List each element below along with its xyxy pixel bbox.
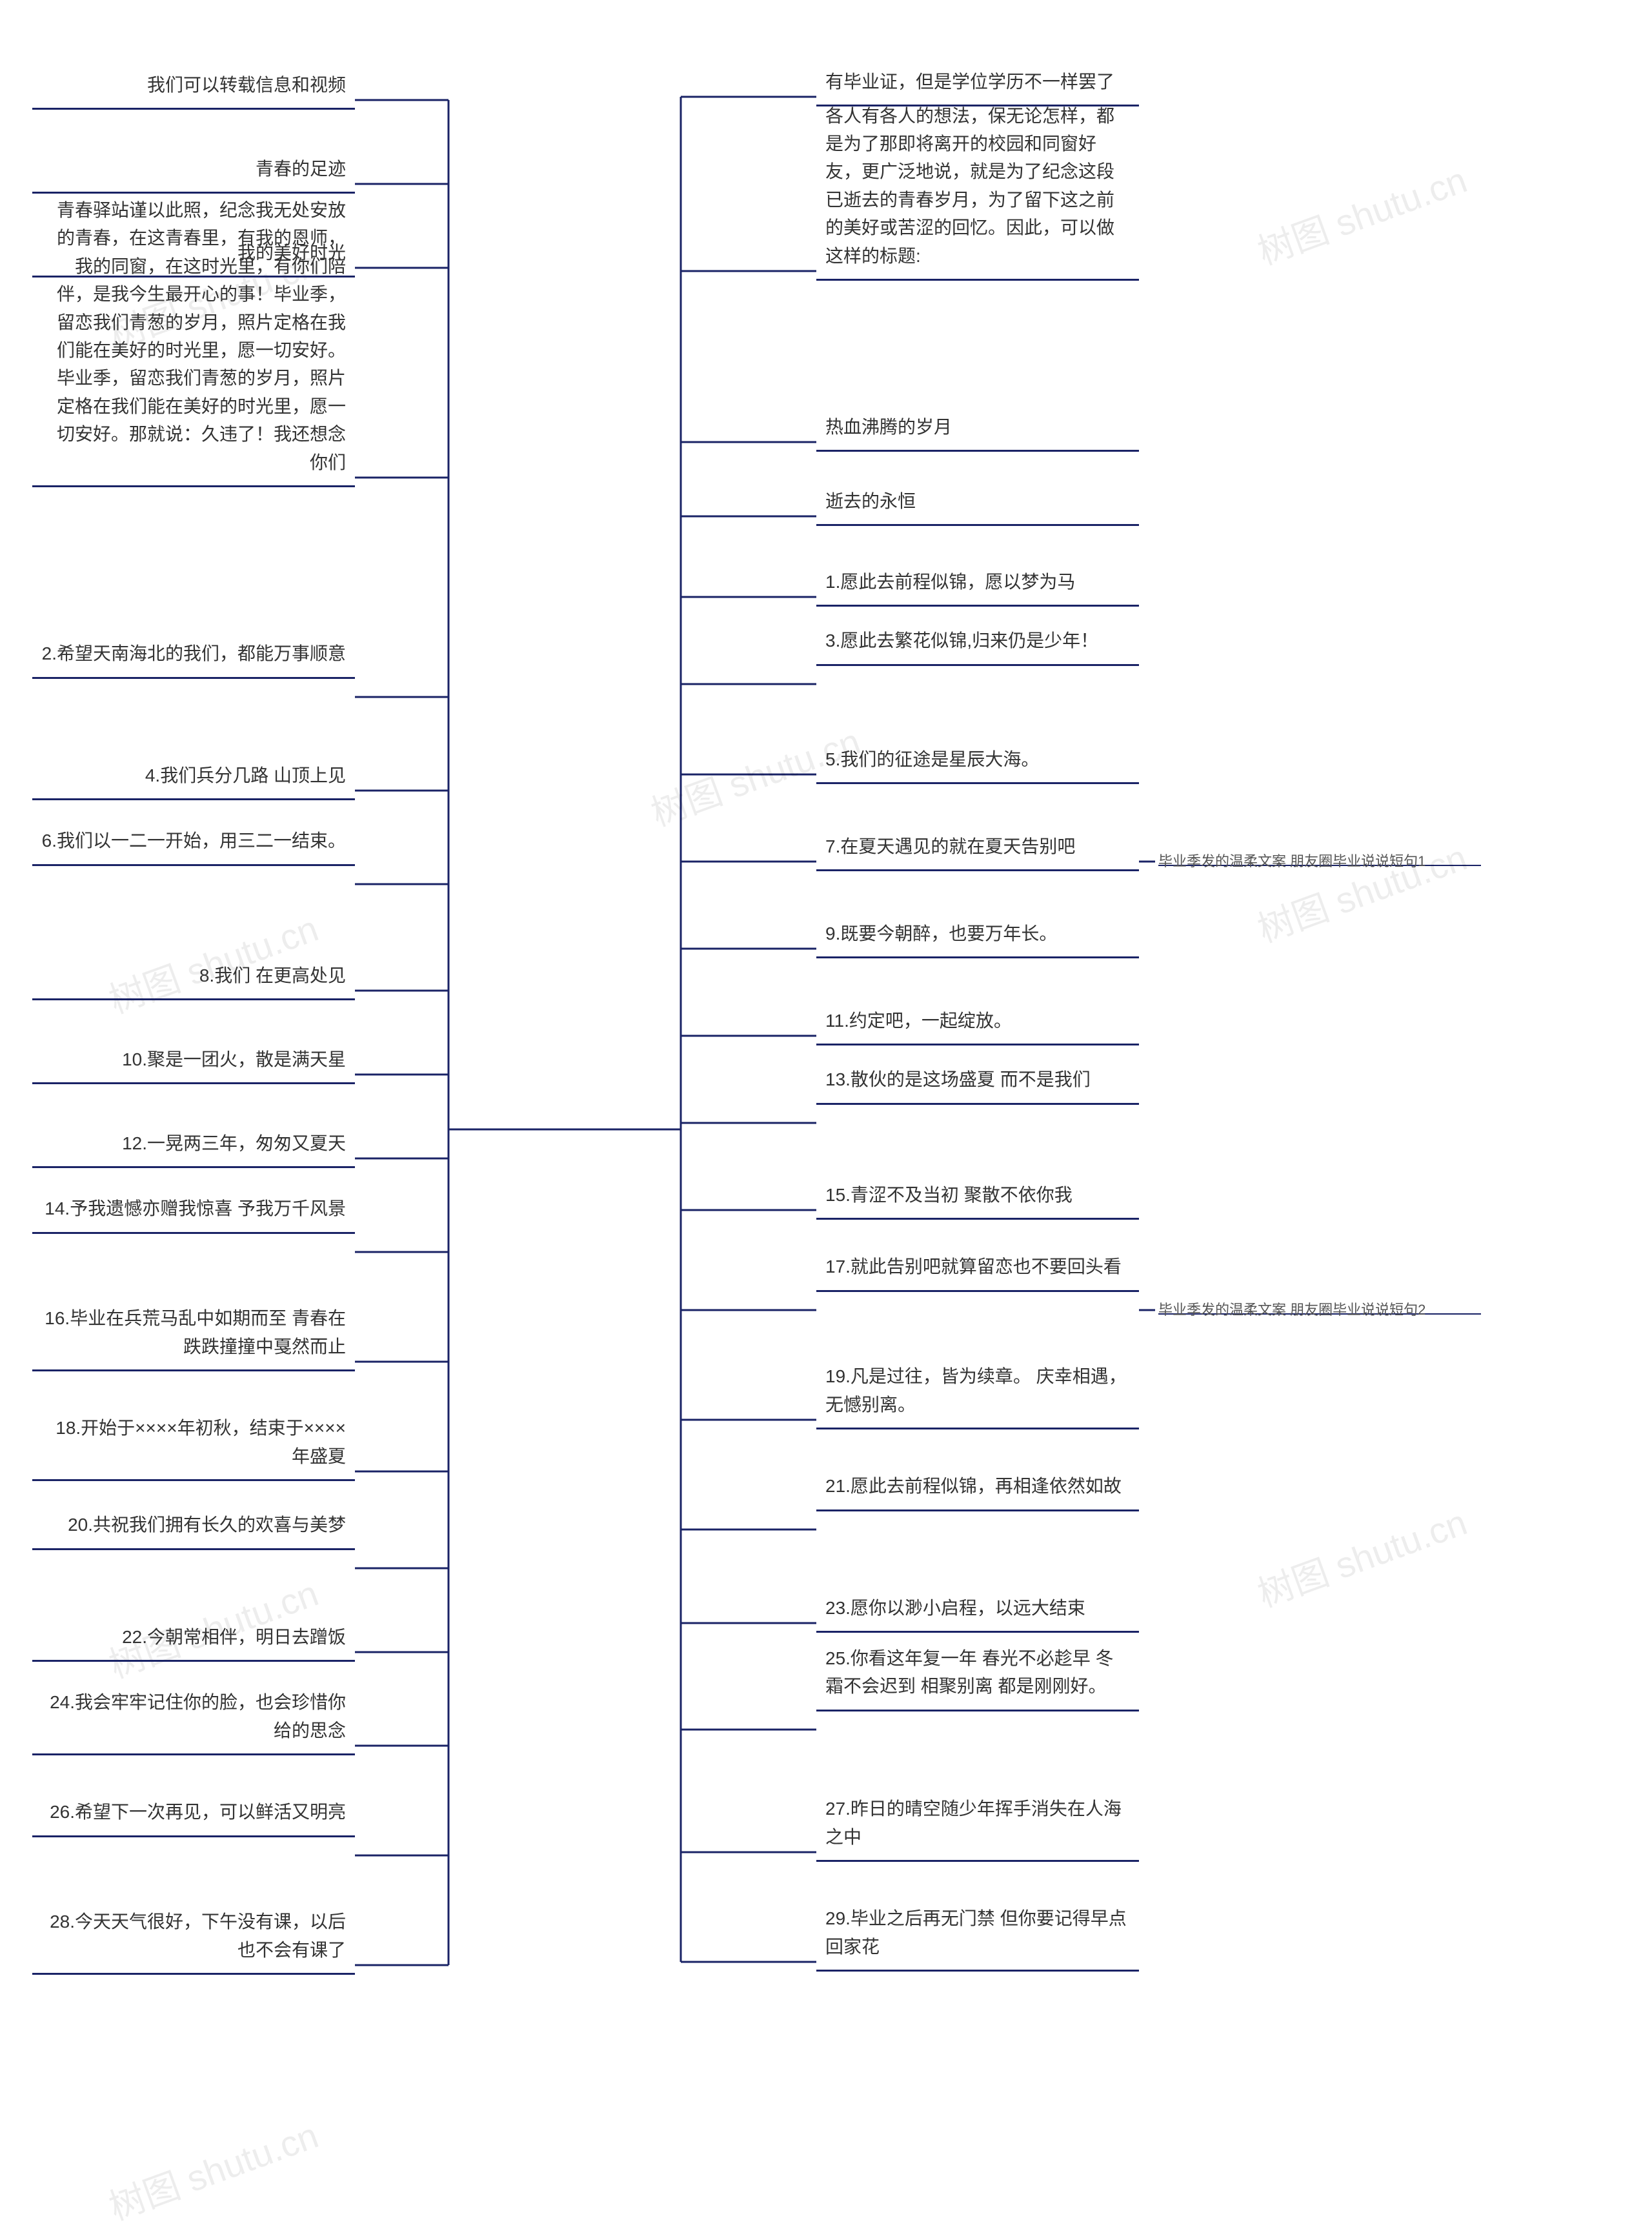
mindmap-node-right: 25.你看这年复一年 春光不必趁早 冬霜不会迟到 相聚别离 都是刚刚好。 bbox=[816, 1638, 1139, 1711]
mindmap-node-right: 逝去的永恒 bbox=[816, 481, 1139, 526]
mindmap-node-right: 29.毕业之后再无门禁 但你要记得早点回家花 bbox=[816, 1898, 1139, 1972]
mindmap-node-left: 我们可以转载信息和视频 bbox=[32, 65, 355, 110]
mindmap-node-right: 21.愿此去前程似锦，再相逢依然如故 bbox=[816, 1466, 1139, 1511]
mindmap-node-right: 热血沸腾的岁月 bbox=[816, 407, 1139, 452]
mindmap-node-right: 7.在夏天遇见的就在夏天告别吧 bbox=[816, 826, 1139, 871]
mindmap-node-right: 11.约定吧，一起绽放。 bbox=[816, 1000, 1139, 1045]
mindmap-node-left: 12.一晃两三年，匆匆又夏天 bbox=[32, 1123, 355, 1168]
mindmap-node-left: 10.聚是一团火，散是满天星 bbox=[32, 1039, 355, 1084]
mindmap-node-left: 青春驿站谨以此照，纪念我无处安放的青春，在这青春里，有我的恩师，我的同窗，在这时… bbox=[32, 190, 355, 487]
mindmap-node-right: 各人有各人的想法，保无论怎样，都是为了那即将离开的校园和同窗好友，更广泛地说，就… bbox=[816, 96, 1139, 281]
mindmap-node-right: 9.既要今朝醉，也要万年长。 bbox=[816, 913, 1139, 958]
mindmap-node-right: 19.凡是过往，皆为续章。 庆幸相遇，无憾别离。 bbox=[816, 1356, 1139, 1429]
mindmap-node-left: 18.开始于××××年初秋，结束于××××年盛夏 bbox=[32, 1408, 355, 1481]
mindmap-node-left: 20.共祝我们拥有长久的欢喜与美梦 bbox=[32, 1504, 355, 1550]
watermark: 树图 shutu.cn bbox=[1249, 1493, 1473, 1617]
mindmap-node-left: 16.毕业在兵荒马乱中如期而至 青春在跌跌撞撞中戛然而止 bbox=[32, 1298, 355, 1371]
mindmap-node-left: 青春的足迹 bbox=[32, 148, 355, 194]
mindmap-side-label: 毕业季发的温柔文案 朋友圈毕业说说短句2 bbox=[1158, 1298, 1425, 1319]
mindmap-node-right: 27.昨日的晴空随少年挥手消失在人海之中 bbox=[816, 1788, 1139, 1862]
mindmap-node-left: 22.今朝常相伴，明日去蹭饭 bbox=[32, 1617, 355, 1662]
mindmap-node-right: 17.就此告别吧就算留恋也不要回头看 bbox=[816, 1246, 1139, 1291]
mindmap-node-left: 2.希望天南海北的我们，都能万事顺意 bbox=[32, 633, 355, 678]
mindmap-node-left: 24.我会牢牢记住你的脸，也会珍惜你给的思念 bbox=[32, 1682, 355, 1755]
mindmap-node-left: 8.我们 在更高处见 bbox=[32, 955, 355, 1000]
mindmap-side-label: 毕业季发的温柔文案 朋友圈毕业说说短句1 bbox=[1158, 850, 1425, 871]
mindmap-node-right: 1.愿此去前程似锦，愿以梦为马 bbox=[816, 561, 1139, 607]
watermark: 树图 shutu.cn bbox=[1249, 829, 1473, 953]
mindmap-node-left: 4.我们兵分几路 山顶上见 bbox=[32, 755, 355, 800]
mindmap-node-left: 26.希望下一次再见，可以鲜活又明亮 bbox=[32, 1792, 355, 1837]
mindmap-node-left: 28.今天天气很好，下午没有课，以后也不会有课了 bbox=[32, 1901, 355, 1975]
mindmap-node-left: 14.予我遗憾亦赠我惊喜 予我万千风景 bbox=[32, 1188, 355, 1233]
watermark: 树图 shutu.cn bbox=[1249, 151, 1473, 275]
mindmap-node-left: 6.我们以一二一开始，用三二一结束。 bbox=[32, 820, 355, 865]
mindmap-node-right: 15.青涩不及当初 聚散不依你我 bbox=[816, 1175, 1139, 1220]
mindmap-node-right: 13.散伙的是这场盛夏 而不是我们 bbox=[816, 1059, 1139, 1104]
watermark: 树图 shutu.cn bbox=[101, 2106, 325, 2230]
mindmap-node-right: 3.愿此去繁花似锦,归来仍是少年！ bbox=[816, 620, 1139, 665]
mindmap-node-right: 23.愿你以渺小启程，以远大结束 bbox=[816, 1588, 1139, 1633]
mindmap-node-right: 5.我们的征途是星辰大海。 bbox=[816, 739, 1139, 784]
